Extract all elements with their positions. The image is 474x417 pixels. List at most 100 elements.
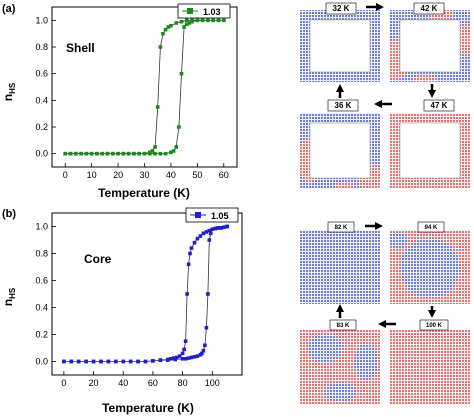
shell-data-point: [105, 151, 110, 156]
core-data-point: [158, 358, 163, 362]
shell-data-point: [116, 151, 120, 156]
shell-ylabel-main: n: [1, 94, 15, 101]
shell-data-point: [79, 151, 83, 156]
shell-xtick-label: 30: [139, 170, 149, 180]
core-ytick-label: 0.6: [35, 276, 48, 286]
shell-data-point: [222, 18, 226, 23]
core-data-point: [219, 226, 223, 230]
shell-data-point: [195, 18, 200, 23]
core-data-point: [114, 359, 118, 364]
snapshot-label: 36 K: [335, 101, 352, 110]
core-data-point: [183, 357, 188, 361]
core-data-point: [180, 357, 185, 361]
core-data-point: [204, 230, 209, 234]
shell-data-point: [132, 151, 136, 156]
core-data-point: [201, 348, 206, 353]
shell-xtick-label: 40: [166, 170, 176, 180]
shell-xtick-label: 20: [113, 170, 123, 180]
core-data-point: [198, 234, 203, 238]
core-data-point: [189, 246, 194, 250]
core-snapshots: 82 K 94 K 83 K 100: [300, 221, 470, 405]
snapshot-label: 83 K: [337, 323, 350, 329]
core-arrow-right: [365, 222, 383, 230]
core-data-point: [182, 347, 186, 352]
core-xlabel: Temperature (K): [102, 401, 194, 415]
snapshot-label: 94 K: [425, 225, 438, 231]
shell-legend-label: 1.03: [203, 7, 221, 17]
core-data-point: [203, 343, 207, 348]
core-data-point: [204, 325, 209, 330]
core-xtick-label: 100: [205, 378, 220, 388]
shell-data-point: [177, 125, 181, 129]
core-ytick-label: 0.2: [35, 330, 48, 340]
core-series-line: [63, 226, 228, 362]
shell-data-point: [111, 151, 115, 156]
core-data-point: [177, 354, 182, 358]
shell-data-point: [68, 151, 73, 156]
snapshot-core-83k: 83 K: [300, 319, 380, 405]
shell-data-point: [169, 23, 173, 28]
core-xtick-label: 20: [89, 378, 99, 388]
core-xtick-label: 0: [61, 378, 66, 388]
core-data-point: [76, 359, 81, 364]
shell-data-point: [137, 151, 141, 156]
snapshot-label: 47 K: [431, 101, 448, 110]
shell-data-point: [206, 18, 210, 23]
shell-data-point: [158, 45, 163, 49]
core-data-point: [143, 359, 148, 364]
shell-chart: Shell 0 10 20 30 40 50 60 0.0 0.2 0.4 0.6 0.8 1.0 1.…: [1, 3, 238, 200]
core-xtick-label: 60: [148, 378, 158, 388]
shell-data-point: [169, 150, 173, 155]
shell-ytick-label: 0.2: [35, 122, 48, 132]
shell-data-point: [161, 31, 165, 36]
core-data-point: [62, 359, 66, 364]
core-legend: 1.05: [185, 207, 239, 223]
shell-xtick-label: 0: [63, 170, 68, 180]
core-data-point: [192, 240, 197, 245]
shell-data-point: [166, 25, 171, 29]
core-data-point: [185, 292, 189, 296]
core-arrow-down: [428, 306, 436, 318]
shell-data-point: [216, 18, 221, 23]
shell-ytick-label: 0.4: [35, 95, 48, 105]
shell-data-point: [182, 25, 186, 29]
core-ylabel: nHS: [1, 287, 17, 306]
shell-data-point: [158, 151, 163, 156]
core-data-point: [201, 231, 206, 236]
core-ytick-label: 0.0: [35, 357, 48, 367]
core-data-point: [173, 357, 177, 362]
snapshot-shell-47k: 47 K: [390, 99, 470, 188]
shell-arrow-up: [336, 84, 344, 98]
shell-data-point: [187, 21, 192, 25]
shell-data-point: [89, 151, 94, 156]
core-plot-frame: [51, 212, 243, 376]
shell-xtick-label: 50: [192, 170, 202, 180]
panel-tag-a: (a): [2, 3, 16, 15]
core-data-point: [151, 359, 155, 363]
shell-data-point: [211, 18, 215, 23]
snapshot-shell-42k: 42 K: [390, 2, 470, 82]
core-data-point: [186, 262, 191, 267]
core-data-point: [183, 339, 188, 343]
core-ytick-label: 0.8: [35, 249, 48, 259]
core-data-point: [216, 226, 220, 230]
snapshot-shell-36k: 36 K: [300, 99, 380, 188]
shell-ytick-label: 1.0: [35, 15, 48, 25]
core-data-point: [128, 359, 133, 364]
core-ylabel-sub: HS: [8, 287, 17, 299]
core-data-point: [209, 231, 213, 236]
core-chart-title: Core: [84, 252, 112, 266]
core-data-point: [213, 226, 218, 231]
core-arrow-left: [378, 320, 396, 328]
shell-data-point: [163, 27, 168, 32]
shell-data-point: [185, 22, 189, 27]
shell-arrow-left: [374, 100, 392, 108]
shell-data-point: [174, 21, 178, 25]
shell-arrow-right: [366, 3, 384, 11]
core-data-point: [174, 355, 179, 360]
core-data-point: [195, 236, 200, 241]
core-data-point: [106, 359, 111, 364]
snapshot-shell-32k: 32 K: [300, 2, 380, 82]
shell-data-point: [185, 18, 189, 23]
